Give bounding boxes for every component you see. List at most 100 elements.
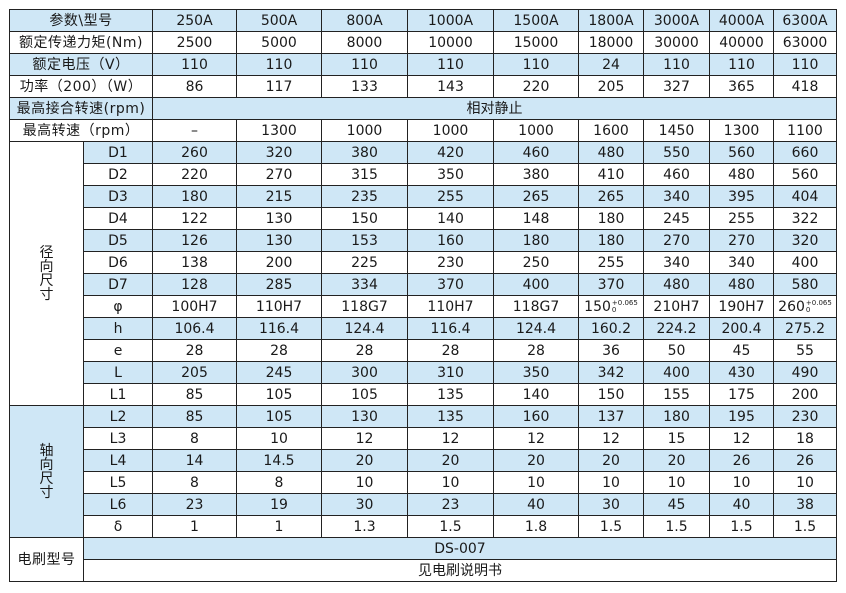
model-header: 4000A xyxy=(709,9,774,32)
axial-row: L5 8 8 10 10 10 10 10 10 10 xyxy=(10,471,837,494)
value-cell: 395 xyxy=(709,185,774,208)
value-cell: 400 xyxy=(773,251,837,274)
value-cell: 10 xyxy=(236,427,322,450)
value-cell: 117 xyxy=(236,75,322,98)
dimension-label: D5 xyxy=(83,229,153,252)
value-cell: 1100 xyxy=(773,119,837,142)
radial-row: D5 126 130 153 160 180 180 270 270 320 xyxy=(10,229,837,252)
value-cell: 370 xyxy=(578,273,644,296)
value-cell: 28 xyxy=(407,339,494,362)
dimension-label: D4 xyxy=(83,207,153,230)
value-cell: 380 xyxy=(321,141,408,164)
param-row: 额定电压（V） 110 110 110 110 110 24 110 110 110 xyxy=(9,53,837,76)
value-cell: 150 xyxy=(321,207,408,230)
header-row: 参数\型号 250A 500A 800A 1000A 1500A 1800A 3000A 400… xyxy=(9,9,837,32)
value-cell: 410 xyxy=(578,163,644,186)
tolerance-upper: +0.065 xyxy=(805,298,832,307)
value-cell: 230 xyxy=(407,251,494,274)
value-cell: 200 xyxy=(773,383,837,406)
dimension-label: φ xyxy=(83,295,153,318)
value-cell: 110 xyxy=(493,53,579,76)
value-cell: 1 xyxy=(152,515,237,538)
value-cell: 1000 xyxy=(321,119,408,142)
value-cell: 110 xyxy=(643,53,710,76)
dimension-label: L2 xyxy=(83,405,153,428)
value-cell-tolerance: 150 +0.065 0 xyxy=(578,295,644,318)
radial-row: 径向尺寸 D1 260 320 380 420 460 480 550 560 660 xyxy=(9,141,837,406)
dimension-label: L3 xyxy=(83,427,153,450)
value-cell: 300 xyxy=(321,361,408,384)
value-cell: 334 xyxy=(321,273,408,296)
value-cell: 480 xyxy=(578,141,644,164)
value-cell: 15 xyxy=(643,427,710,450)
value-cell: 250 xyxy=(493,251,579,274)
value-cell: 138 xyxy=(152,251,237,274)
value-cell: 225 xyxy=(321,251,408,274)
value-cell: 8 xyxy=(152,427,237,450)
value-cell: 490 xyxy=(773,361,837,384)
value-cell: 255 xyxy=(578,251,644,274)
value-cell: 155 xyxy=(643,383,710,406)
value-cell: 23 xyxy=(152,493,237,516)
value-cell: 460 xyxy=(643,163,710,186)
tolerance-limits: +0.065 0 xyxy=(612,299,638,314)
value-cell: 220 xyxy=(152,163,237,186)
param-label: 额定电压（V） xyxy=(9,53,153,76)
value-cell: 275.2 xyxy=(773,317,837,340)
value-cell: 160.2 xyxy=(578,317,644,340)
value-cell: 55 xyxy=(773,339,837,362)
value-cell: 310 xyxy=(407,361,494,384)
value-cell: 480 xyxy=(643,273,710,296)
value-cell: 20 xyxy=(578,449,644,472)
value-cell: 10 xyxy=(643,471,710,494)
value-cell: 270 xyxy=(709,229,774,252)
value-cell: 110 xyxy=(321,53,408,76)
value-cell: 320 xyxy=(773,229,837,252)
value-cell: 10 xyxy=(773,471,837,494)
value-cell-tolerance: 260 +0.065 0 xyxy=(773,295,837,318)
value-cell: 1.8 xyxy=(493,515,579,538)
value-cell: 153 xyxy=(321,229,408,252)
value-cell: 560 xyxy=(773,163,837,186)
value-cell: 30000 xyxy=(643,31,710,54)
value-cell: 1600 xyxy=(578,119,644,142)
value-cell: 18000 xyxy=(578,31,644,54)
value-cell: 110 xyxy=(709,53,774,76)
value-cell: 116.4 xyxy=(236,317,322,340)
value-cell: 116.4 xyxy=(407,317,494,340)
value-cell: 230 xyxy=(773,405,837,428)
value-cell: 340 xyxy=(709,251,774,274)
value-cell: 180 xyxy=(152,185,237,208)
dimension-label: L xyxy=(83,361,153,384)
value-cell: 550 xyxy=(643,141,710,164)
value-cell: 5000 xyxy=(236,31,322,54)
group-char: 寸 xyxy=(39,484,54,501)
value-cell: 133 xyxy=(321,75,408,98)
value-cell: 8000 xyxy=(321,31,408,54)
value-cell: 660 xyxy=(773,141,837,164)
value-cell: 480 xyxy=(709,273,774,296)
value-cell: 130 xyxy=(236,207,322,230)
group-char: 轴 xyxy=(39,442,54,459)
value-cell: 1.5 xyxy=(643,515,710,538)
brush-model: DS-007 xyxy=(83,537,837,560)
value-cell: 404 xyxy=(773,185,837,208)
radial-row: L 205 245 300 310 350 342 400 430 490 xyxy=(10,361,837,384)
value-cell: 28 xyxy=(152,339,237,362)
value-cell: 342 xyxy=(578,361,644,384)
value-cell: 400 xyxy=(643,361,710,384)
value-cell: 110 xyxy=(236,53,322,76)
value-cell: 190H7 xyxy=(709,295,774,318)
value-cell: 180 xyxy=(493,229,579,252)
param-label: 额定传递力矩(Nm) xyxy=(9,31,153,54)
value-cell: 315 xyxy=(321,163,408,186)
model-header: 500A xyxy=(236,9,322,32)
dimension-label: D2 xyxy=(83,163,153,186)
value-cell: 14 xyxy=(152,449,237,472)
group-char: 尺 xyxy=(39,272,54,289)
value-cell: 28 xyxy=(321,339,408,362)
value-cell: 140 xyxy=(493,383,579,406)
value-cell: 30 xyxy=(578,493,644,516)
value-cell: 1.5 xyxy=(709,515,774,538)
value-cell: 63000 xyxy=(773,31,837,54)
